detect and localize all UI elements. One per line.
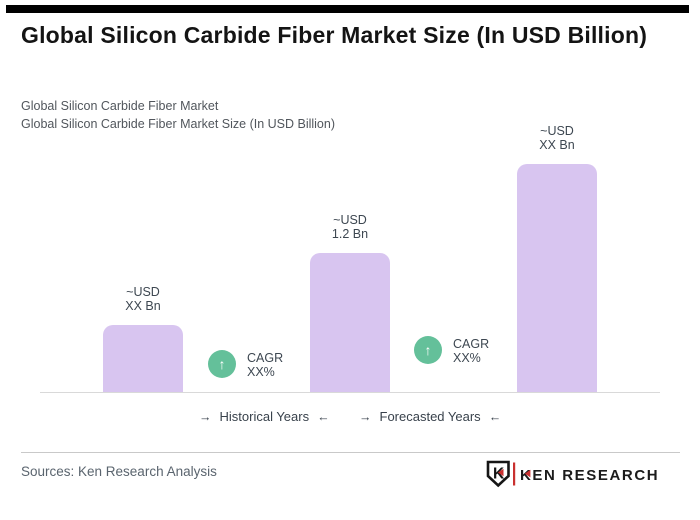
cagr-text: CAGR XX% [453, 337, 490, 365]
bar-rect-forecast [517, 164, 597, 393]
bar-value-label: ~USD XX Bn [539, 124, 575, 152]
cagr-badge-forecast: ↑ CAGR XX% [414, 336, 489, 365]
axis-annotation-label: Forecasted Years [379, 409, 481, 424]
cagr-badge-historical: ↑ CAGR XX% [208, 350, 283, 379]
svg-text:K: K [493, 466, 505, 483]
arrow-up-icon: ↑ [414, 336, 442, 364]
axis-annotation-label: Historical Years [219, 409, 310, 424]
footer-divider [21, 452, 680, 453]
cagr-text: CAGR XX% [247, 351, 284, 379]
bar-historical: ~USD XX Bn [103, 285, 183, 393]
x-axis-baseline [40, 392, 660, 393]
subtitle-line-2: Global Silicon Carbide Fiber Market Size… [21, 116, 336, 131]
chart-subtitle: Global Silicon Carbide Fiber Market Glob… [21, 98, 335, 133]
right-arrow-icon: → [199, 409, 212, 424]
sources-text: Sources: Ken Research Analysis [21, 464, 217, 479]
arrow-up-icon: ↑ [208, 350, 236, 378]
bar-rect-base-year [310, 253, 390, 393]
logo-k-accent [524, 469, 531, 478]
logo-separator [513, 462, 516, 486]
ken-research-logo: K KEN RESEARCH [486, 460, 659, 488]
axis-annotation-historical: → Historical Years ← [199, 409, 330, 424]
top-accent-bar [6, 5, 689, 13]
bar-base-year: ~USD 1.2 Bn [310, 213, 390, 393]
subtitle-line-1: Global Silicon Carbide Fiber Market [21, 99, 219, 113]
bar-rect-historical [103, 325, 183, 393]
logo-wordmark: KEN RESEARCH [520, 467, 659, 484]
axis-annotation-forecasted: → Forecasted Years ← [359, 409, 501, 424]
right-arrow-icon: → [359, 409, 372, 424]
shield-k-icon: K [486, 460, 510, 488]
bar-forecast: ~USD XX Bn [517, 124, 597, 393]
page-title: Global Silicon Carbide Fiber Market Size… [21, 22, 648, 48]
bar-value-label: ~USD 1.2 Bn [331, 213, 369, 241]
left-arrow-icon: ← [488, 409, 502, 424]
left-arrow-icon: ← [317, 409, 330, 424]
bar-value-label: ~USD XX Bn [125, 285, 161, 313]
